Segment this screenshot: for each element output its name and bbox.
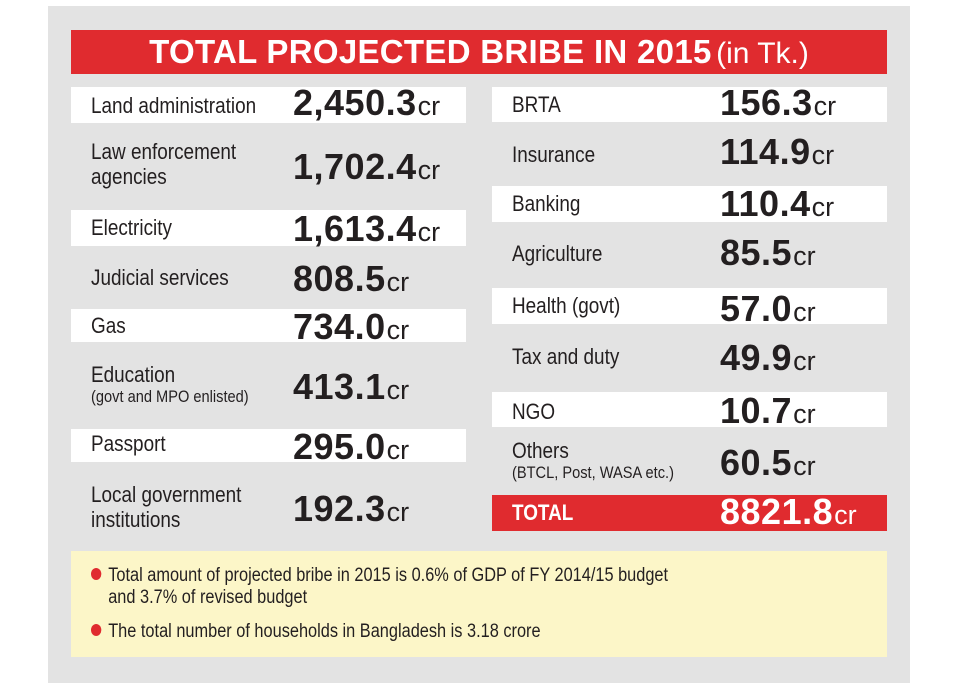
note-item: The total number of households in Bangla…: [91, 621, 541, 643]
row-value: 2,450.3cr: [293, 82, 441, 123]
note-item: Total amount of projected bribe in 2015 …: [91, 565, 668, 609]
row-label: Judicial services: [91, 265, 229, 290]
total-label: TOTAL: [512, 500, 574, 525]
row-gas: Gas 734.0cr: [71, 306, 466, 347]
row-agriculture: Agriculture 85.5cr: [492, 232, 887, 276]
row-value: 49.9cr: [720, 337, 816, 378]
row-label: Passport: [91, 431, 166, 456]
row-label: Others (BTCL, Post, WASA etc.): [512, 438, 674, 482]
row-health: Health (govt) 57.0cr: [492, 288, 887, 329]
row-value: 156.3cr: [720, 82, 837, 123]
row-passport: Passport 295.0cr: [71, 426, 466, 467]
row-label: Law enforcement agencies: [91, 139, 237, 189]
row-label: Insurance: [512, 142, 596, 167]
row-label: Land administration: [91, 93, 257, 118]
title-banner: TOTAL PROJECTED BRIBE IN 2015 (in Tk.): [71, 30, 887, 74]
row-brta: BRTA 156.3cr: [492, 82, 887, 123]
row-electricity: Electricity 1,613.4cr: [71, 208, 466, 249]
bullet-icon: [91, 624, 102, 636]
row-label: BRTA: [512, 92, 561, 117]
row-judicial-services: Judicial services 808.5cr: [71, 258, 466, 299]
row-value: 1,702.4cr: [293, 146, 441, 187]
title-unit: (in Tk.): [716, 37, 809, 70]
row-value: 57.0cr: [720, 288, 816, 329]
notes-box: Total amount of projected bribe in 2015 …: [71, 551, 887, 657]
row-label: Electricity: [91, 215, 172, 240]
row-education: Education (govt and MPO enlisted) 413.1cr: [71, 356, 466, 416]
row-value: 110.4cr: [720, 183, 835, 224]
total-value: 8821.8cr: [720, 491, 857, 532]
row-ngo: NGO 10.7cr: [492, 390, 887, 431]
row-label: Banking: [512, 191, 581, 216]
row-label: Gas: [91, 313, 126, 338]
row-value: 60.5cr: [720, 442, 816, 483]
row-land-administration: Land administration 2,450.3cr: [71, 82, 466, 123]
row-label: Education (govt and MPO enlisted): [91, 362, 249, 406]
bullet-icon: [91, 568, 102, 580]
row-label: Local government institutions: [91, 482, 242, 532]
row-label: NGO: [512, 399, 556, 424]
title-text: TOTAL PROJECTED BRIBE IN 2015: [149, 33, 712, 70]
row-value: 114.9cr: [720, 131, 835, 172]
row-banking: Banking 110.4cr: [492, 183, 887, 224]
row-local-government: Local government institutions 192.3cr: [71, 478, 466, 538]
row-label: Tax and duty: [512, 344, 620, 369]
row-label: Agriculture: [512, 241, 603, 266]
row-tax-and-duty: Tax and duty 49.9cr: [492, 334, 887, 382]
row-value: 808.5cr: [293, 258, 410, 299]
row-value: 734.0cr: [293, 306, 410, 347]
row-value: 85.5cr: [720, 232, 816, 273]
row-total: TOTAL 8821.8cr: [492, 491, 887, 532]
row-law-enforcement: Law enforcement agencies 1,702.4cr: [71, 135, 466, 195]
row-value: 413.1cr: [293, 366, 410, 407]
row-value: 1,613.4cr: [293, 208, 441, 249]
row-value: 10.7cr: [720, 390, 816, 431]
row-label: Health (govt): [512, 293, 621, 318]
row-value: 295.0cr: [293, 426, 410, 467]
row-value: 192.3cr: [293, 488, 410, 529]
row-insurance: Insurance 114.9cr: [492, 131, 887, 174]
row-others: Others (BTCL, Post, WASA etc.) 60.5cr: [492, 434, 887, 490]
